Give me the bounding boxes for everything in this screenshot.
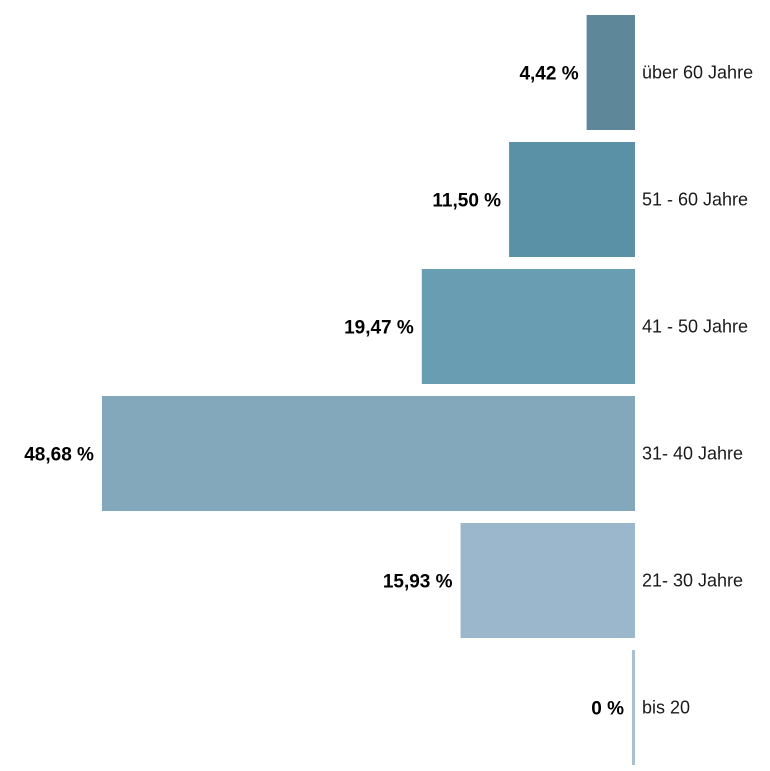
- category-labels-group: über 60 Jahre 51 - 60 Jahre 41 - 50 Jahre 3…: [642, 63, 753, 718]
- value-labels-group: 4,42 % 11,50 % 19,47 % 48,68 % 15,93 % 0 %: [24, 64, 624, 720]
- value-label-5: 0 %: [591, 699, 624, 720]
- value-label-1: 11,50 %: [432, 191, 501, 212]
- value-label-4: 15,93 %: [383, 572, 453, 593]
- category-label-4: 21- 30 Jahre: [642, 571, 743, 591]
- value-label-2: 19,47 %: [344, 318, 414, 339]
- bar-3: [101, 396, 636, 511]
- category-label-5: bis 20: [642, 698, 690, 718]
- value-label-3: 48,68 %: [24, 445, 94, 466]
- category-label-0: über 60 Jahre: [642, 63, 753, 83]
- bar-4: [460, 523, 635, 638]
- bar-2: [421, 269, 635, 384]
- bar-5: [632, 650, 635, 765]
- category-label-1: 51 - 60 Jahre: [642, 190, 748, 210]
- value-label-0: 4,42 %: [519, 64, 578, 85]
- bar-1: [509, 142, 635, 257]
- bars-group: [101, 15, 636, 765]
- category-label-2: 41 - 50 Jahre: [642, 317, 748, 337]
- category-label-3: 31- 40 Jahre: [642, 444, 743, 464]
- bar-0: [586, 15, 635, 130]
